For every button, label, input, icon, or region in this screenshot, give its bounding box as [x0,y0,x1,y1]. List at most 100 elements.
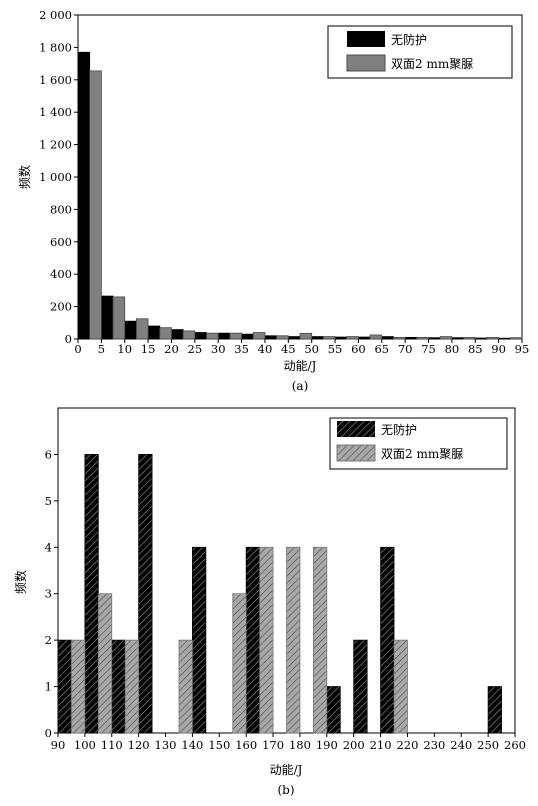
x-tick-label-b-11: 200 [343,738,365,752]
bar-a-s0-b0 [77,51,91,340]
bar-a-s0-b10 [311,336,324,340]
y-tick-label-a-7: 1 400 [39,105,72,119]
x-tick-label-a-12: 60 [351,342,366,356]
bar-a-s1-b4 [182,330,196,340]
y-tick-label-b-6: 6 [45,447,52,461]
bar-a-s0-b12 [358,336,371,340]
bar-a-s1-b7 [252,332,266,340]
x-tick-label-a-2: 10 [117,342,132,356]
bar-a-s0-b11 [334,336,348,340]
y-tick-label-b-1: 1 [45,680,52,694]
bar-b-s1-b8 [286,546,301,734]
bar-a-s1-b5 [206,332,219,340]
bar-a-s1-b1 [112,296,126,340]
bar-b-s0-b16 [487,686,502,734]
bar-a-s1-b12 [369,334,383,340]
x-tick-label-b-9: 180 [289,738,311,752]
x-tick-label-b-16: 250 [477,738,499,752]
bar-a-s1-b17 [486,336,500,340]
bar-b-s1-b2 [124,639,140,734]
x-tick-label-b-1: 100 [74,738,96,752]
bar-b-s0-b3 [138,454,153,734]
x-tick-label-b-14: 230 [423,738,445,752]
x-tick-label-a-7: 35 [234,342,249,356]
x-tick-label-a-9: 45 [281,342,296,356]
y-tick-label-a-1: 200 [50,300,72,314]
bar-b-s1-b9 [312,546,328,734]
x-axis-title-a: 动能/J [284,359,317,373]
legend-label-a-0: 无防护 [391,32,427,47]
bar-a-s1-b0 [89,70,102,340]
x-tick-label-a-6: 30 [211,342,226,356]
bar-a-s0-b6 [217,332,231,340]
bars-a [77,51,523,340]
x-axis-title-b: 动能/J [270,763,303,777]
x-tick-label-b-3: 120 [128,738,150,752]
bar-a-s0-b5 [194,332,207,340]
bar-b-s1-b7 [259,546,274,734]
x-tick-label-b-7: 160 [235,738,257,752]
x-tick-label-a-16: 80 [445,342,460,356]
x-tick-label-a-1: 5 [98,342,105,356]
x-tick-label-a-14: 70 [398,342,413,356]
bar-a-s0-b1 [100,295,114,340]
x-tick-label-a-4: 20 [164,342,179,356]
bar-b-s0-b5 [192,546,207,734]
x-tick-label-a-10: 50 [304,342,319,356]
bar-a-s0-b14 [404,336,418,340]
x-tick-label-b-15: 240 [450,738,472,752]
bar-a-s0-b9 [287,336,301,340]
y-axis-ticks-b: 0 1 2 3 4 5 6 [45,447,58,740]
bar-a-s1-b11 [346,336,359,340]
y-tick-label-a-8: 1 600 [39,73,72,87]
y-tick-label-a-3: 600 [50,235,72,249]
legend-b: 无防护 双面2 mm聚脲 [329,417,508,470]
chart-panel-a: 0 5 10 15 20 25 30 35 40 45 50 55 60 65 70 75 80 85 90 95 0… [17,8,529,393]
x-tick-label-a-19: 95 [515,342,530,356]
y-tick-label-a-5: 1 000 [39,170,72,184]
bar-b-s0-b11 [353,639,368,734]
bar-a-s0-b18 [498,337,511,340]
x-tick-label-a-18: 90 [491,342,506,356]
x-tick-label-a-5: 25 [188,342,203,356]
x-tick-label-a-3: 15 [141,342,156,356]
x-tick-label-b-12: 210 [370,738,392,752]
bar-a-s1-b18 [509,337,523,340]
bar-a-s0-b15 [428,337,441,340]
chart-panel-b: 90 100 110 120 130 140 150 160 170 180 190 200 210 22… [13,407,526,797]
bar-a-s0-b8 [264,335,278,340]
x-axis-ticks-a: 0 5 10 15 20 25 30 35 40 45 50 55 60 65 70 75 80 85 90 95 [74,339,529,356]
bar-b-s0-b2 [111,639,126,734]
bar-a-s1-b3 [159,327,172,340]
y-tick-label-a-4: 800 [50,202,72,216]
x-axis-ticks-b: 90 100 110 120 130 140 150 160 170 180 190 200 210 22… [51,733,526,752]
legend-label-b-1: 双面2 mm聚脲 [381,447,463,461]
x-tick-label-a-17: 85 [468,342,483,356]
x-tick-label-b-4: 130 [155,738,177,752]
x-tick-label-b-13: 220 [396,738,418,752]
x-tick-label-a-13: 65 [374,342,389,356]
y-tick-label-b-0: 0 [45,726,52,740]
y-axis-ticks-a: 0 200 400 600 800 1 000 1 200 1 400 1 600 1 800 2 … [39,8,78,346]
x-tick-label-a-11: 55 [328,342,343,356]
bar-a-s1-b13 [393,336,406,340]
bar-a-s1-b6 [229,332,242,340]
x-tick-label-b-2: 110 [101,738,123,752]
x-tick-label-b-6: 150 [208,738,230,752]
bar-a-s0-b7 [241,333,254,340]
bar-b-s1-b4 [178,639,193,734]
x-tick-label-a-0: 0 [74,342,81,356]
y-tick-label-b-5: 5 [45,494,52,508]
x-tick-label-b-0: 90 [51,738,66,752]
bar-a-s1-b9 [299,332,313,340]
legend-a: 无防护 双面2 mm聚脲 [327,25,513,79]
legend-swatch-b-1 [336,444,376,462]
bar-a-s1-b8 [276,335,289,340]
y-tick-label-a-2: 400 [50,267,72,281]
bar-a-s0-b16 [451,337,464,340]
bar-a-s0-b17 [474,337,488,340]
x-tick-label-b-17: 260 [504,738,526,752]
bar-b-s1-b12 [393,639,408,734]
y-tick-label-a-6: 1 200 [39,138,72,152]
x-tick-label-b-10: 190 [316,738,338,752]
